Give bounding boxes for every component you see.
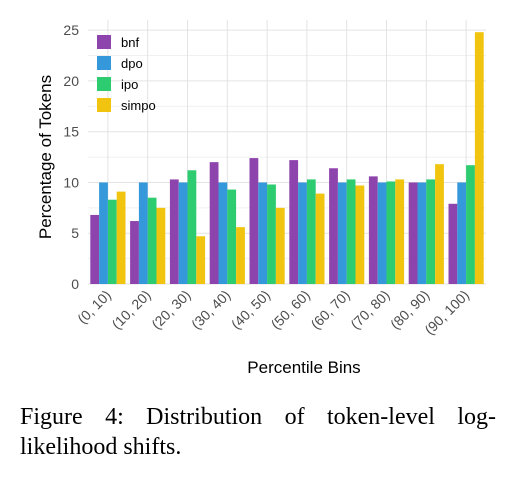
legend-label-dpo: dpo [121, 56, 143, 71]
bar-ipo-2 [147, 197, 157, 284]
bar-ipo-1 [107, 199, 117, 284]
bar-dpo-6 [298, 182, 307, 284]
bar-dpo-4 [218, 182, 228, 284]
bar-dpo-10 [457, 182, 467, 284]
bar-bnf-4 [209, 162, 219, 284]
bar-dpo-3 [178, 182, 188, 284]
x-tick-label: (40, 50) [228, 287, 273, 332]
bar-bnf-9 [408, 182, 418, 284]
bar-ipo-5 [267, 184, 276, 284]
bar-bnf-7 [329, 168, 338, 284]
bar-simpo-8 [395, 179, 405, 284]
bar-ipo-6 [306, 179, 316, 284]
bar-ipo-7 [346, 179, 356, 284]
bar-dpo-7 [337, 182, 347, 284]
y-tick-label: 20 [63, 73, 79, 89]
x-tick-label: (70, 80) [347, 287, 392, 332]
bar-simpo-6 [315, 193, 325, 284]
y-tick-label: 5 [71, 225, 79, 241]
bar-simpo-5 [275, 207, 285, 284]
legend-swatch-ipo [97, 77, 111, 91]
y-axis-title: Percentage of Tokens [36, 75, 55, 239]
x-tick-label: (30, 40) [188, 287, 233, 332]
bar-simpo-2 [156, 207, 166, 284]
x-tick-label: (50, 60) [268, 287, 313, 332]
bar-simpo-9 [435, 164, 444, 284]
x-tick-label: (60, 70) [307, 287, 352, 332]
legend-swatch-bnf [97, 35, 111, 49]
x-tick-labels: (0, 10)(10, 20)(20, 30)(30, 40)(40, 50)(… [74, 287, 472, 338]
bar-ipo-4 [227, 189, 237, 284]
y-tick-label: 10 [63, 174, 79, 190]
legend-label-simpo: simpo [121, 98, 156, 113]
x-tick-label: (20, 30) [148, 287, 193, 332]
bar-dpo-5 [258, 182, 268, 284]
legend-swatch-dpo [97, 56, 111, 70]
y-tick-labels: 0 5 10 15 20 25 [63, 22, 79, 292]
bars [90, 32, 484, 284]
bar-bnf-8 [368, 176, 378, 284]
x-axis-title: Percentile Bins [247, 358, 360, 377]
figure-caption: Figure 4: Distribution of token-level lo… [20, 404, 496, 460]
bar-simpo-10 [474, 32, 484, 284]
bar-ipo-8 [386, 181, 396, 284]
bar-bnf-5 [249, 158, 259, 284]
bar-simpo-1 [116, 191, 126, 284]
x-tick-label: (10, 20) [108, 287, 153, 332]
bar-bnf-2 [130, 221, 139, 284]
y-tick-label: 15 [63, 124, 79, 140]
bar-dpo-1 [99, 182, 108, 284]
legend-label-ipo: ipo [121, 77, 138, 92]
legend-swatch-simpo [97, 98, 111, 112]
bar-dpo-9 [417, 182, 427, 284]
bar-bnf-3 [169, 179, 179, 284]
y-tick-label: 0 [71, 276, 79, 292]
bar-simpo-3 [196, 236, 206, 284]
bar-chart: 0 5 10 15 20 25 (0, 10)(10, 20)(20, 30)(30, 4… [36, 20, 486, 377]
bar-ipo-3 [187, 170, 197, 284]
bar-bnf-6 [289, 160, 299, 284]
bar-bnf-10 [448, 203, 458, 284]
y-tick-label: 25 [63, 22, 79, 38]
bar-dpo-2 [138, 182, 148, 284]
legend: bnf dpo ipo simpo [97, 35, 156, 113]
legend-label-bnf: bnf [121, 35, 139, 50]
bar-bnf-1 [90, 214, 100, 284]
bar-simpo-7 [355, 185, 365, 284]
bar-ipo-9 [426, 179, 436, 284]
bar-dpo-8 [377, 182, 387, 284]
bar-simpo-4 [236, 227, 245, 284]
x-tick-label: (90, 100) [421, 287, 472, 338]
bar-ipo-10 [466, 165, 475, 284]
